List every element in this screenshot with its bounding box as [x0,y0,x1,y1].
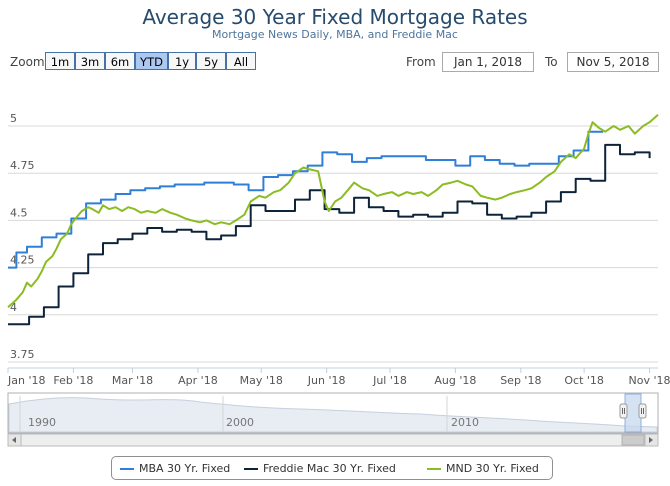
y-tick-label: 4.75 [10,159,35,172]
zoom-3m-button[interactable]: 3m [75,52,105,70]
series-line-freddie-mac-30-yr-fixed[interactable] [8,143,651,326]
scrollbar[interactable] [7,433,659,447]
zoom-all-button[interactable]: All [226,52,256,70]
x-tick-label: Jul '18 [372,374,407,387]
navigator-year-label: 1990 [28,416,56,429]
zoom-5y-button[interactable]: 5y [196,52,226,70]
x-axis-labels: Jan '18 Feb '18 Mar '18 Apr '18 May '18 Jun '… [7,368,670,387]
from-date-input[interactable]: Jan 1, 2018 [442,52,534,72]
navigator-year-label: 2010 [451,416,479,429]
legend-label: Freddie Mac 30 Yr. Fixed [263,462,396,475]
legend-line-icon [120,468,134,470]
navigator[interactable]: 1990 2000 2010 [7,392,659,434]
y-tick-label: 5 [10,112,17,125]
series-line-mnd-30-yr-fixed[interactable] [7,113,659,308]
zoom-ytd-button[interactable]: YTD [135,52,168,70]
scrollbar-track[interactable] [7,433,659,447]
zoom-6m-button[interactable]: 6m [105,52,135,70]
legend-item-freddie[interactable]: Freddie Mac 30 Yr. Fixed [244,461,396,477]
x-tick-label: Oct '18 [564,374,604,387]
x-tick-label: Feb '18 [53,374,93,387]
legend-label: MBA 30 Yr. Fixed [139,462,231,475]
scroll-right-button[interactable] [644,433,659,447]
legend [111,456,553,480]
grid [8,125,658,369]
line-chart: 3.75 4 4.25 4.5 4.75 5 Jan '18 Feb '18 Mar '18 A… [7,112,670,447]
series-lines [7,113,659,326]
to-label: To [545,55,558,69]
from-label: From [406,55,436,69]
x-tick-label: Aug '18 [434,374,476,387]
x-tick-label: Nov '18 [629,374,670,387]
arrow-left-icon [12,437,16,443]
zoom-1y-button[interactable]: 1y [168,52,196,70]
x-tick-label: Jan '18 [7,374,45,387]
zoom-label: Zoom [10,55,45,69]
legend-line-icon [244,468,258,470]
chart-title: Average 30 Year Fixed Mortgage Rates [142,5,528,29]
arrow-right-icon [649,437,653,443]
series-line-mba-30-yr-fixed[interactable] [8,130,604,269]
x-tick-label: May '18 [240,374,283,387]
scrollbar-thumb[interactable] [621,434,645,446]
zoom-1m-button[interactable]: 1m [45,52,75,70]
legend-label: MND 30 Yr. Fixed [446,462,539,475]
y-tick-label: 4.5 [10,206,28,219]
x-tick-label: Jun '18 [307,374,346,387]
chart-subtitle: Mortgage News Daily, MBA, and Freddie Ma… [212,28,458,41]
x-tick-label: Mar '18 [112,374,153,387]
to-date-input[interactable]: Nov 5, 2018 [567,52,659,72]
legend-line-icon [427,468,441,470]
legend-item-mba[interactable]: MBA 30 Yr. Fixed [120,461,230,477]
y-tick-label: 4.25 [10,254,35,267]
navigator-right-handle[interactable] [638,403,647,419]
navigator-series-area [8,397,658,433]
navigator-year-label: 2000 [226,416,254,429]
scroll-left-button[interactable] [7,433,22,447]
x-tick-label: Apr '18 [178,374,218,387]
legend-item-mnd[interactable]: MND 30 Yr. Fixed [427,461,539,477]
x-tick-label: Sep '18 [500,374,541,387]
navigator-left-handle[interactable] [619,403,628,419]
y-tick-label: 3.75 [10,348,35,361]
y-tick-label: 4 [10,301,17,314]
